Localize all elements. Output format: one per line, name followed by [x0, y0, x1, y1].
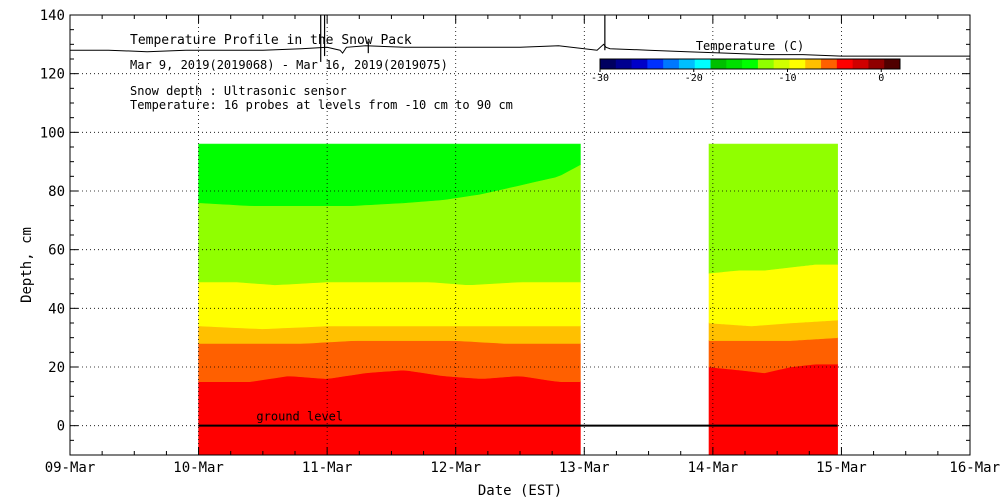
colorbar-swatch-15: [836, 59, 854, 69]
x-tick-label-7: 16-Mar: [949, 460, 1000, 476]
y-axis-title: Depth, cm: [19, 227, 35, 303]
colorbar-swatch-14: [821, 59, 838, 69]
colorbar-ticks: -30 -20 -10 0: [591, 69, 884, 84]
colorbar-swatch-16: [852, 59, 869, 69]
colorbar-tick-label-1: -20: [685, 73, 703, 84]
temperature-band-2-1: [708, 363, 838, 456]
colorbar-swatch-0: [600, 59, 617, 69]
y-tick-label-5: 100: [40, 125, 65, 141]
colorbar-swatch-12: [789, 59, 806, 69]
colorbar-swatch-5: [678, 59, 696, 69]
temperature-band-2-4: [708, 264, 838, 327]
colorbar-swatch-8: [726, 59, 743, 69]
colorbar-swatch-7: [710, 59, 727, 69]
temperature-colorbar: Temperature (C) -30 -20 -10 0: [591, 39, 901, 84]
colorbar-swatch-6: [694, 59, 712, 69]
info-snow-depth: Snow depth : Ultrasonic sensor: [130, 84, 347, 98]
axis-ticks: [69, 14, 971, 456]
colorbar-swatch-18: [884, 59, 901, 69]
x-tick-label-3: 12-Mar: [430, 460, 481, 476]
colorbar-tick-label-3: 0: [878, 73, 884, 84]
colorbar-tick-label-0: -30: [591, 73, 609, 84]
snow-depth-series: [70, 15, 970, 62]
x-tick-label-6: 15-Mar: [816, 460, 867, 476]
colorbar-swatch-11: [773, 59, 790, 69]
info-temperature: Temperature: 16 probes at levels from -1…: [130, 98, 513, 112]
x-tick-label-5: 14-Mar: [688, 460, 739, 476]
x-tick-label-2: 11-Mar: [302, 460, 353, 476]
colorbar-swatch-3: [647, 59, 664, 69]
y-tick-label-4: 80: [48, 184, 65, 200]
chart-title: Temperature Profile in the Snow Pack: [130, 33, 412, 48]
temperature-bands: [198, 143, 838, 456]
colorbar-swatch-17: [868, 59, 885, 69]
ground-level: ground level: [198, 410, 838, 427]
snow-depth-line: [70, 43, 970, 57]
y-tick-label-2: 40: [48, 301, 65, 317]
temperature-band-2-5: [708, 143, 838, 274]
colorbar-swatch-1: [615, 59, 633, 69]
colorbar-swatches: [600, 59, 901, 69]
colorbar-swatch-4: [663, 59, 680, 69]
x-tick-label-4: 13-Mar: [559, 460, 610, 476]
colorbar-tick-label-2: -10: [778, 73, 796, 84]
colorbar-swatch-13: [805, 59, 822, 69]
colorbar-title: Temperature (C): [696, 39, 804, 53]
colorbar-frame: [599, 58, 901, 70]
ground-level-label: ground level: [256, 410, 343, 424]
y-tick-label-1: 20: [48, 360, 65, 376]
colorbar-swatch-9: [742, 59, 759, 69]
y-tick-label-6: 120: [40, 67, 65, 83]
x-axis-title: Date (EST): [478, 483, 562, 499]
grid: [70, 15, 970, 455]
x-tick-label-1: 10-Mar: [173, 460, 224, 476]
chart-subtitle: Mar 9, 2019(2019068) - Mar 16, 2019(2019…: [130, 58, 448, 72]
colorbar-swatch-2: [631, 59, 648, 69]
y-tick-label-3: 60: [48, 243, 65, 259]
temperature-band-1-6: [198, 143, 581, 206]
axis-tick-labels: 09-Mar 10-Mar 11-Mar 12-Mar 13-Mar 14-Mar 15-M…: [40, 8, 1000, 476]
x-tick-label-0: 09-Mar: [45, 460, 96, 476]
y-tick-label-7: 140: [40, 8, 65, 24]
colorbar-swatch-10: [757, 59, 775, 69]
y-tick-label-0: 0: [57, 419, 65, 435]
temperature-band-1-4: [198, 281, 581, 330]
